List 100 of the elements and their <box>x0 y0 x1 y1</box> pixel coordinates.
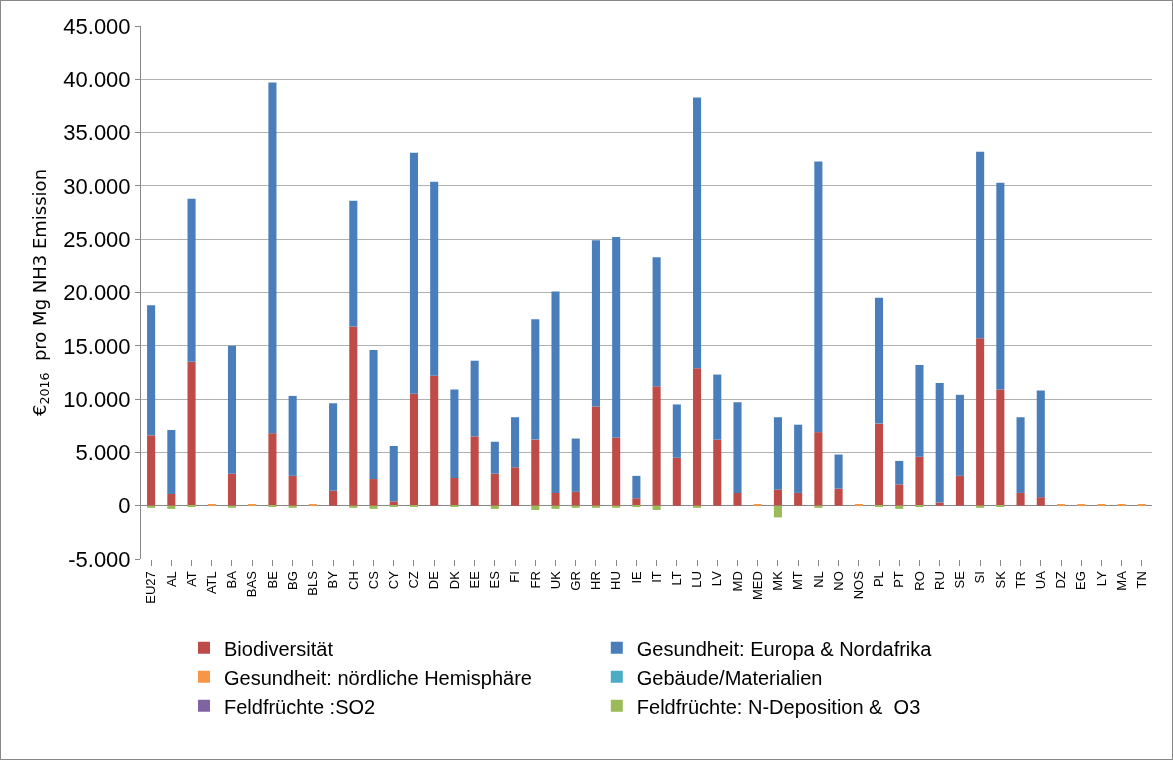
bar <box>834 488 843 506</box>
bar <box>349 326 358 506</box>
bar <box>794 424 803 493</box>
bar <box>1016 417 1025 493</box>
x-tick-label: SI <box>972 571 988 584</box>
x-tick-label: CZ <box>406 571 422 589</box>
bar <box>147 505 156 508</box>
bar <box>268 82 277 434</box>
x-tick-label: EG <box>1073 571 1089 590</box>
bar <box>470 436 479 506</box>
x-tick-label: ES <box>487 570 503 589</box>
bar <box>1016 492 1025 506</box>
legend-label: Gesundheit: Europa & Nordafrika <box>636 637 933 660</box>
legend-label: Feldfrüchte :SO2 <box>224 695 376 718</box>
bar <box>591 406 600 506</box>
bar <box>612 505 621 508</box>
bar <box>1036 390 1045 498</box>
x-tick-label: MD <box>729 571 745 592</box>
bar <box>976 151 985 339</box>
bar <box>672 404 681 458</box>
bar <box>874 297 884 424</box>
bar <box>935 383 944 503</box>
x-tick-label: DE <box>426 570 442 590</box>
bar <box>571 438 580 492</box>
x-tick-label: HR <box>588 571 604 590</box>
x-tick-label: LU <box>689 571 705 588</box>
bar <box>955 394 964 476</box>
y-tick-label: 30.000 <box>63 173 131 199</box>
x-tick-label: RO <box>911 571 927 591</box>
x-tick-label: PT <box>891 571 907 588</box>
x-tick-label: ATL <box>204 571 219 595</box>
x-tick-label: NL <box>810 571 826 588</box>
x-tick-label: BE <box>264 570 280 589</box>
bar <box>288 475 297 506</box>
bar <box>511 417 520 468</box>
bar <box>935 502 944 506</box>
bar <box>227 473 237 506</box>
x-tick-label: CS <box>365 570 381 590</box>
x-tick-label: BY <box>325 570 341 589</box>
bar <box>288 505 297 508</box>
bar <box>915 456 924 506</box>
x-tick-label: EE <box>466 570 482 589</box>
bar <box>531 505 540 510</box>
bar <box>450 477 459 506</box>
bar <box>733 402 742 493</box>
bar <box>551 505 560 509</box>
bar <box>652 257 661 387</box>
bar <box>612 237 621 438</box>
x-tick-label: TR <box>1012 571 1028 589</box>
x-tick-label: FI <box>507 571 523 583</box>
bar <box>147 305 156 436</box>
x-tick-label: SK <box>992 570 1008 589</box>
bar <box>551 492 560 506</box>
bar <box>288 395 297 476</box>
y-tick-label: 5.000 <box>75 440 131 466</box>
bar <box>733 492 742 506</box>
x-tick-label: PL <box>871 571 887 588</box>
x-tick-label: NOS <box>851 570 867 600</box>
bar <box>349 505 358 508</box>
x-tick-label: GR <box>567 571 583 591</box>
bar <box>874 423 884 506</box>
x-tick-label: IT <box>648 571 664 583</box>
x-tick-label: UA <box>1033 570 1049 590</box>
bar <box>1036 497 1045 506</box>
y-tick-label: 15.000 <box>63 333 131 359</box>
bar <box>430 375 439 506</box>
legend-label: Gesundheit: nördliche Hemisphäre <box>224 666 532 689</box>
y-tick-label: -5.000 <box>68 546 131 572</box>
x-tick-label: DZ <box>1053 571 1069 589</box>
bar <box>490 441 499 474</box>
x-tick-label: BLS <box>305 570 321 596</box>
bar <box>167 493 176 506</box>
bar <box>187 198 196 362</box>
bar <box>531 439 540 506</box>
bar <box>409 393 419 506</box>
y-tick-label: 0 <box>118 493 131 519</box>
bar <box>612 437 621 506</box>
y-tick-label: 40.000 <box>63 67 131 92</box>
y-tick-label: 35.000 <box>63 120 131 146</box>
bar <box>409 152 419 394</box>
x-tick-label: SE <box>952 570 968 589</box>
bar <box>571 491 580 506</box>
bar <box>996 182 1005 390</box>
y-tick-label: 25.000 <box>63 226 131 252</box>
bar <box>955 475 964 506</box>
bar <box>794 492 803 506</box>
bar <box>773 417 782 490</box>
bar <box>227 345 237 474</box>
bar <box>996 389 1005 506</box>
bar <box>430 181 439 376</box>
bar <box>713 439 722 506</box>
x-tick-label: MA <box>1113 570 1129 591</box>
bar <box>369 505 378 509</box>
bar <box>187 361 196 506</box>
x-tick-label: MED <box>749 571 765 601</box>
bar <box>773 489 782 506</box>
bar <box>713 374 722 440</box>
bar <box>389 501 398 506</box>
bar <box>389 446 398 502</box>
x-tick-label: HU <box>608 571 624 590</box>
